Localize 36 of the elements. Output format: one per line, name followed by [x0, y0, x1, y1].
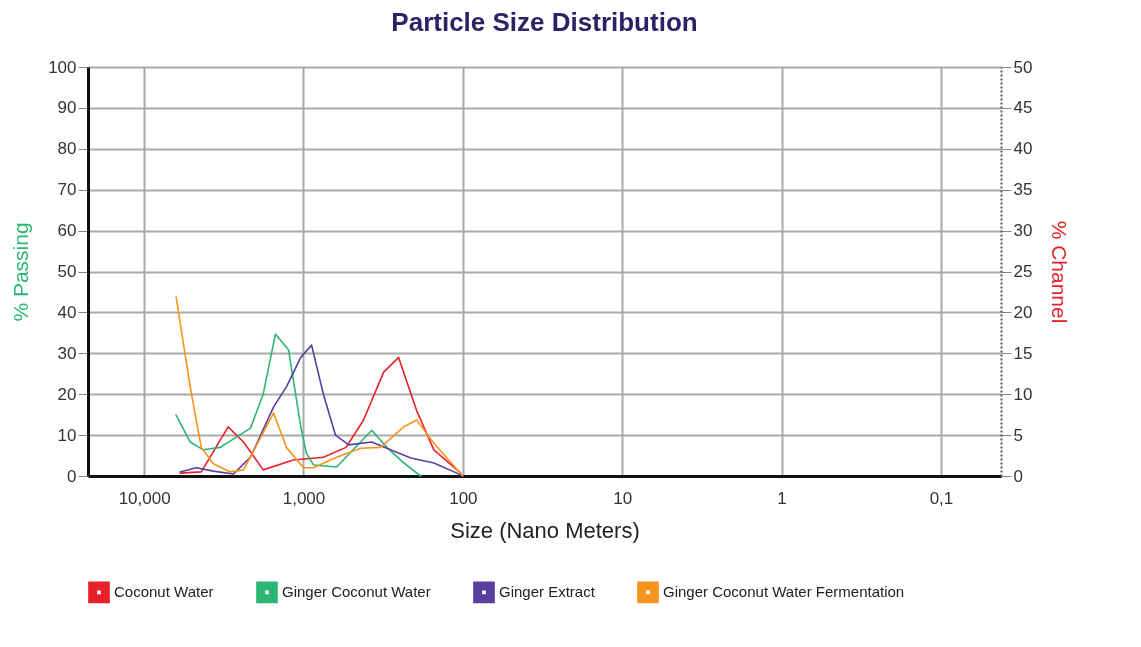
x-tick-label: 10,000 — [118, 488, 171, 508]
y-tick-label: 30 — [57, 343, 77, 363]
legend-label: Ginger Extract — [499, 583, 596, 601]
x-tick-label: 1,000 — [282, 488, 326, 508]
legend-label: Ginger Coconut Water Fermentation — [663, 583, 905, 601]
y-axis-title: % Passing — [9, 222, 33, 322]
y2-tick-label: 10 — [1013, 384, 1033, 404]
legend-label: Coconut Water — [114, 583, 214, 601]
y-tick-label: 90 — [57, 98, 77, 118]
y2-tick-label: 25 — [1013, 262, 1033, 281]
y-tick-label: 100 — [48, 57, 77, 77]
y2-tick-label: 40 — [1013, 139, 1033, 159]
y2-tick-label: 50 — [1013, 57, 1033, 77]
y2-tick-label: 15 — [1013, 343, 1033, 363]
x-axis-title: Size (Nano Meters) — [450, 517, 640, 543]
y-tick-label: 10 — [57, 425, 77, 445]
y2-tick-label: 20 — [1013, 302, 1033, 322]
y-tick-label: 80 — [57, 139, 77, 159]
y2-axis-title: % Channel — [1048, 220, 1072, 324]
y-tick-label: 60 — [57, 221, 77, 241]
y-tick-label: 70 — [57, 180, 77, 200]
x-tick-label: 100 — [449, 488, 478, 508]
y2-tick-label: 0 — [1013, 466, 1023, 486]
y2-tick-label: 35 — [1013, 180, 1033, 200]
y2-tick-label: 45 — [1013, 98, 1033, 118]
x-tick-label: 10 — [613, 488, 633, 508]
x-tick-label: 1 — [777, 488, 787, 508]
x-tick-label: 0,1 — [929, 488, 954, 508]
y2-tick-label: 30 — [1013, 221, 1033, 241]
chart-title: Particle Size Distribution — [391, 7, 698, 37]
y-tick-label: 20 — [57, 384, 77, 404]
y-tick-label: 50 — [57, 262, 77, 281]
y-tick-label: 0 — [67, 466, 77, 486]
y2-tick-label: 5 — [1013, 425, 1023, 445]
legend-label: Ginger Coconut Water — [282, 583, 431, 601]
y-tick-label: 40 — [57, 302, 77, 322]
